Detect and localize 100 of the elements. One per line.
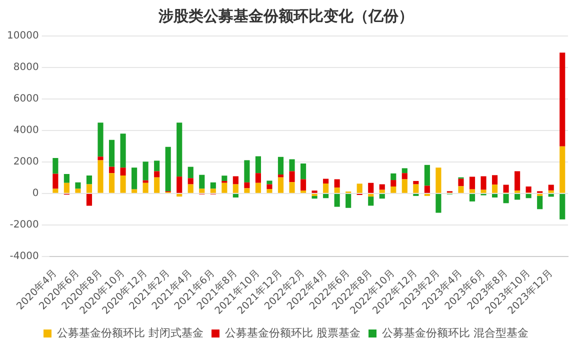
bar [402,173,408,180]
bar [526,186,532,193]
bar [548,184,554,190]
y-tick-label: -2000 [10,219,39,230]
bar [560,194,566,220]
legend-label: 公募基金份额环比 混合型基金 [382,326,528,340]
bar [232,184,238,193]
bar [289,159,295,172]
bar [356,184,362,193]
bar [108,173,115,193]
y-tick-label: 10000 [7,30,39,42]
legend-label: 公募基金份额环比 封闭式基金 [57,326,204,340]
bar [390,180,396,186]
bar [266,184,272,190]
bar [52,188,58,193]
bar [492,184,498,193]
bar [188,166,194,178]
chart-title: 涉股类公募基金份额环比变化（亿份） [158,6,414,25]
bar [176,194,182,197]
y-tick-label: -4000 [10,250,39,262]
bar [154,177,160,193]
bar [413,184,419,193]
bar [142,182,148,193]
bar [334,179,340,188]
bar [402,168,408,174]
bar [436,168,442,193]
bar [480,176,486,190]
bar [469,176,476,190]
bar [154,171,160,178]
bar [503,194,509,204]
bar [98,156,104,160]
bar [188,178,194,184]
bar [232,176,238,184]
bar [323,194,329,198]
bar [469,194,476,202]
bar [232,194,238,198]
y-tick-label: 4000 [13,125,39,136]
legend-label: 公募基金份额环比 股票基金 [225,326,360,340]
bar [199,188,205,193]
bar [323,183,329,193]
bar [413,180,419,184]
bar [402,179,408,193]
bar [300,164,306,180]
bar [278,156,284,175]
bar [424,164,430,186]
bar [560,52,566,146]
bar [120,175,126,193]
bar [492,194,498,198]
bar [52,174,58,189]
bar [64,182,70,193]
bar [86,175,92,184]
bar [514,171,520,191]
bar [176,122,182,177]
bar [255,182,261,193]
bar [368,196,374,206]
bar [458,178,464,186]
bar [108,140,115,167]
bar [199,174,205,189]
bar [379,184,385,190]
bar [278,174,284,178]
bar [346,194,352,208]
bar [244,160,250,182]
bar [492,175,498,185]
bar [108,166,115,174]
bar [86,184,92,193]
bar [390,173,396,180]
bar [120,134,126,168]
bar [436,194,442,213]
bar [514,194,520,200]
bar [424,186,430,193]
bar [278,177,284,193]
bar [255,156,261,174]
bar [503,184,509,193]
bar [142,180,148,183]
bar [334,194,340,207]
bar [312,196,318,199]
bar [390,186,396,193]
bar [154,160,160,172]
bar [244,188,250,193]
bar [266,189,272,193]
bar [300,179,306,191]
bar [537,196,543,210]
bar [548,190,554,193]
bar [560,146,566,193]
bar [289,171,295,182]
bar [379,194,385,199]
y-tick-label: 6000 [13,94,39,105]
bar [165,146,171,192]
bar [255,173,261,183]
bar [368,194,374,197]
bar [86,194,92,206]
bar [334,188,340,193]
bar [222,182,228,193]
bar [379,190,385,193]
bar [98,160,104,193]
bar [222,176,228,181]
y-tick-label: 0 [32,188,39,200]
bar [210,188,216,193]
bar [266,180,272,184]
bar [64,174,70,183]
